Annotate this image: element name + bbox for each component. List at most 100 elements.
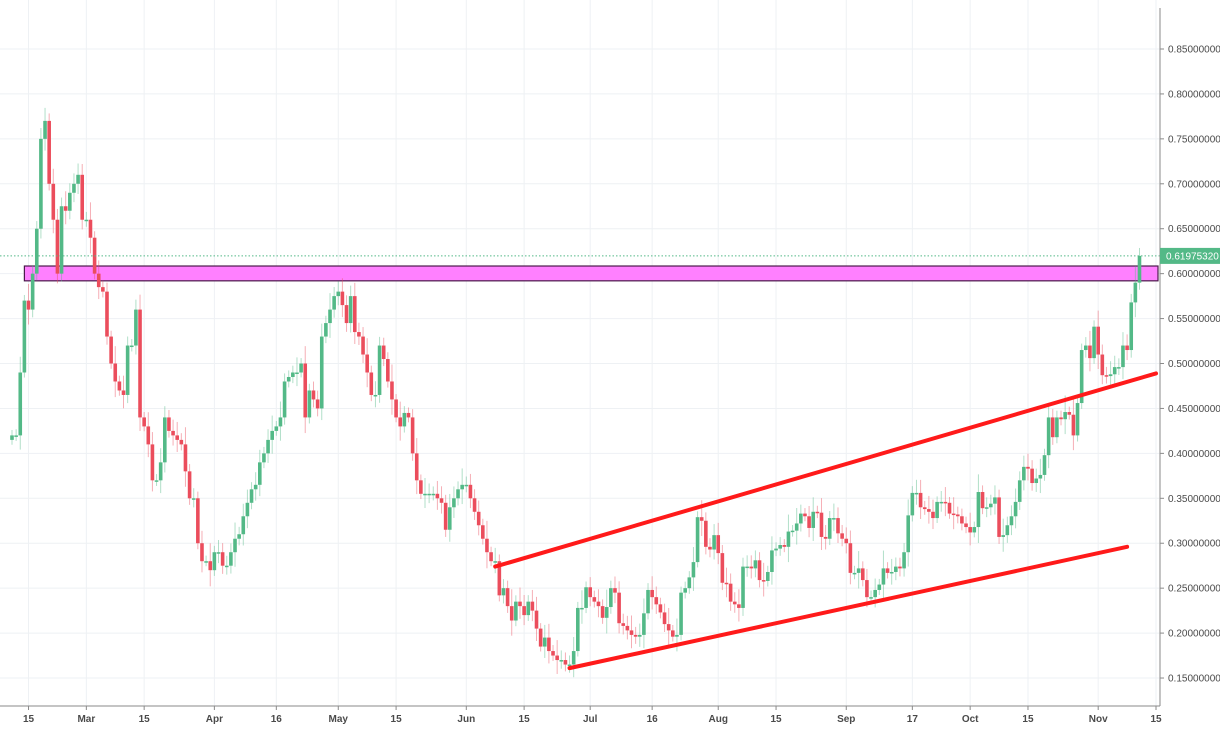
candle-body — [671, 630, 675, 637]
x-tick-label: 15 — [770, 714, 782, 725]
candle — [96, 260, 101, 300]
candle — [555, 640, 559, 674]
candle-body — [274, 426, 279, 431]
candle — [646, 583, 650, 620]
candle-body — [187, 471, 192, 499]
candle-body — [984, 507, 989, 509]
candle — [1022, 455, 1026, 491]
candle — [427, 483, 431, 504]
candle — [580, 590, 584, 624]
candle-body — [26, 300, 31, 310]
candle-body — [633, 634, 638, 637]
x-tick-label: 15 — [1150, 714, 1162, 725]
candle — [518, 587, 522, 619]
candle-body — [922, 507, 927, 510]
x-tick-label: Nov — [1089, 714, 1108, 725]
candle — [947, 496, 952, 519]
candle-body — [303, 363, 308, 418]
candle-body — [258, 462, 262, 485]
candle-body — [270, 430, 274, 440]
candle — [497, 554, 502, 602]
candle — [348, 285, 353, 333]
candle-body — [683, 588, 687, 593]
candle — [898, 557, 902, 577]
candle — [365, 338, 369, 388]
candle — [1108, 361, 1113, 388]
candle — [538, 623, 543, 652]
candle — [460, 468, 464, 505]
candle-body — [291, 372, 295, 377]
candle-body — [427, 493, 431, 496]
candle-body — [514, 601, 518, 621]
candle-body — [439, 498, 444, 503]
candle — [799, 504, 803, 532]
candle-body — [902, 552, 906, 569]
candle-body — [840, 533, 844, 539]
x-tick-label: Sep — [837, 714, 855, 725]
candle-body — [39, 138, 43, 229]
candle — [196, 491, 200, 550]
candle-body — [650, 589, 654, 598]
candle — [637, 623, 642, 647]
candle — [745, 555, 749, 577]
y-tick-label: 0.60000000 — [1168, 269, 1220, 280]
candle — [823, 525, 828, 550]
candle — [200, 530, 204, 573]
candle-body — [1063, 412, 1067, 420]
candle — [728, 573, 733, 611]
candle — [340, 278, 345, 318]
x-tick-label: Jun — [457, 714, 475, 725]
candle-body — [881, 568, 886, 585]
candle-body — [373, 394, 378, 397]
candle-body — [741, 566, 745, 608]
candle-body — [216, 552, 221, 554]
candle-body — [1055, 417, 1059, 438]
candle — [125, 336, 130, 404]
candle-body — [538, 628, 543, 647]
candle — [113, 346, 118, 398]
candle-body — [336, 291, 341, 297]
candle-body — [464, 484, 469, 487]
candle-body — [646, 589, 650, 614]
candle-body — [1059, 417, 1063, 420]
candle-body — [658, 604, 663, 613]
candle — [311, 381, 316, 408]
candle-body — [493, 561, 498, 563]
candle-body — [88, 219, 93, 238]
candle-body — [927, 509, 931, 512]
candle — [456, 481, 460, 506]
candle-body — [997, 497, 1001, 537]
candle-body — [877, 584, 882, 590]
trendline — [493, 371, 1159, 569]
candle-body — [811, 511, 816, 528]
candle-body — [447, 507, 452, 530]
candle-body — [873, 589, 877, 598]
candle-body — [894, 566, 898, 572]
candle — [716, 522, 721, 565]
candle-body — [774, 548, 778, 551]
candle-body — [580, 607, 584, 610]
candle — [964, 516, 968, 534]
candle — [171, 419, 175, 446]
candle — [253, 472, 258, 501]
candle-body — [386, 359, 390, 382]
candle-body — [229, 552, 233, 566]
candle-body — [18, 372, 23, 436]
candle — [187, 464, 192, 505]
axes[interactable]: 0.15000000 0.20000000 0.25000000 0.30000000… — [0, 8, 1220, 725]
candle-body — [423, 493, 427, 496]
candle-body — [10, 435, 14, 440]
candle — [712, 524, 716, 560]
candle-body — [625, 625, 630, 631]
candle-body — [592, 597, 597, 602]
candle-body — [712, 535, 716, 550]
candle-body — [559, 660, 564, 662]
candle — [1009, 505, 1014, 536]
candle-body — [96, 273, 101, 288]
candle-body — [943, 501, 948, 504]
candle — [216, 540, 221, 564]
candle — [794, 508, 799, 545]
candle — [1046, 402, 1051, 469]
candle — [489, 546, 493, 567]
